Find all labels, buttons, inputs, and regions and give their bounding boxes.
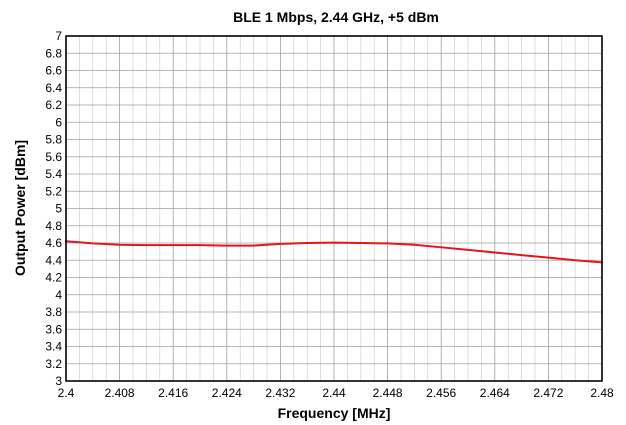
series-layer <box>65 240 603 264</box>
plot-frame <box>65 35 603 382</box>
x-tick-label: 2.44 <box>322 386 346 400</box>
y-tick-label: 3.8 <box>45 305 62 319</box>
y-tick-label: 6.8 <box>45 46 62 60</box>
x-tick-label: 2.472 <box>533 386 563 400</box>
x-tick-label: 2.464 <box>480 386 510 400</box>
y-axis-label: Output Power [dBm] <box>12 140 28 276</box>
y-tick-label: 3.4 <box>45 340 62 354</box>
x-axis-label: Frequency [MHz] <box>278 405 391 421</box>
y-tick-label: 6.6 <box>45 64 62 78</box>
x-tick-label: 2.48 <box>590 386 614 400</box>
x-tick-label: 2.432 <box>265 386 295 400</box>
output-power-series-line <box>65 240 603 264</box>
grid <box>66 36 602 381</box>
y-tick-label: 3.2 <box>45 357 62 371</box>
y-tick-label: 5 <box>55 202 62 216</box>
y-tick-label: 4.4 <box>45 253 62 267</box>
y-tick-label: 5.4 <box>45 167 62 181</box>
y-tick-label: 4.6 <box>45 236 62 250</box>
y-tick-label: 4.8 <box>45 219 62 233</box>
y-tick-label: 6 <box>55 115 62 129</box>
y-tick-label: 6.4 <box>45 81 62 95</box>
y-tick-label: 5.6 <box>45 150 62 164</box>
chart-title: BLE 1 Mbps, 2.44 GHz, +5 dBm <box>233 9 439 25</box>
y-tick-label: 7 <box>55 29 62 43</box>
y-tick-label: 6.2 <box>45 98 62 112</box>
y-tick-label: 4 <box>55 288 62 302</box>
y-tick-label: 5.8 <box>45 133 62 147</box>
x-tick-label: 2.424 <box>212 386 242 400</box>
x-tick-label: 2.416 <box>158 386 188 400</box>
y-tick-labels: 3 3.2 3.4 3.6 3.8 4 4.2 4.4 4.6 4.8 5 5.2 5.4 5.6 5.8 6… <box>45 29 62 388</box>
y-tick-label: 3.6 <box>45 322 62 336</box>
x-tick-label: 2.4 <box>58 386 75 400</box>
x-tick-label: 2.448 <box>373 386 403 400</box>
y-tick-label: 5.2 <box>45 184 62 198</box>
y-tick-label: 4.2 <box>45 271 62 285</box>
x-tick-labels: 2.4 2.408 2.416 2.424 2.432 2.44 2.448 2.456 2.4… <box>58 386 614 400</box>
y-tick-label: 3 <box>55 374 62 388</box>
x-tick-label: 2.456 <box>426 386 456 400</box>
x-tick-label: 2.408 <box>105 386 135 400</box>
